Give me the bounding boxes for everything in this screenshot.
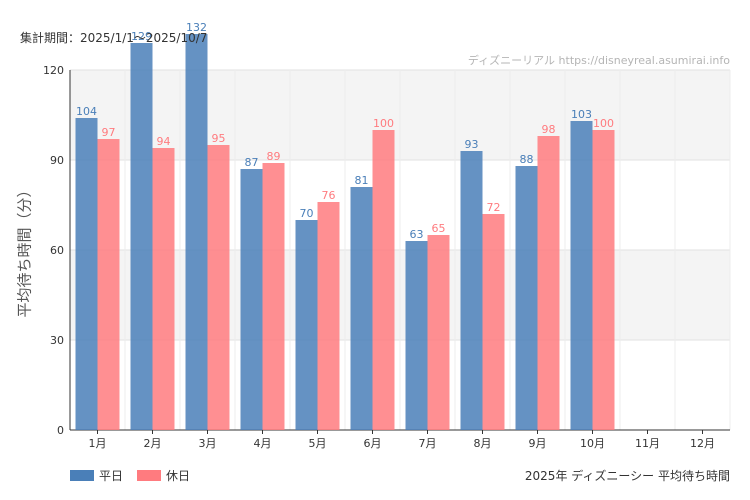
data-label-holiday: 94 [157, 135, 171, 148]
data-label-weekday: 88 [520, 153, 534, 166]
data-label-holiday: 72 [487, 201, 501, 214]
bar-weekday [570, 121, 593, 430]
bar-holiday [372, 130, 395, 430]
legend-item-holiday[interactable]: 休日 [137, 467, 190, 484]
legend-swatch-holiday [137, 470, 162, 481]
data-label-weekday: 93 [465, 138, 479, 151]
bar-holiday [482, 214, 505, 430]
collection-period: 集計期間：2025/1/1～2025/10/7 [20, 31, 208, 45]
bar-holiday [592, 130, 615, 430]
data-label-weekday: 63 [410, 228, 424, 241]
legend-item-weekday[interactable]: 平日 [70, 467, 123, 484]
x-tick-label: 8月 [474, 437, 492, 450]
data-label-weekday: 103 [571, 108, 592, 121]
x-tick-label: 2月 [144, 437, 162, 450]
x-tick-label: 10月 [580, 437, 605, 450]
y-tick-label: 30 [50, 334, 64, 347]
bar-holiday [537, 136, 560, 430]
legend-label-weekday: 平日 [99, 469, 124, 483]
bar-weekday [405, 241, 428, 430]
data-label-holiday: 76 [322, 189, 336, 202]
x-tick-label: 3月 [199, 437, 217, 450]
data-label-weekday: 87 [245, 156, 259, 169]
data-label-weekday: 104 [76, 105, 97, 118]
x-tick-label: 6月 [364, 437, 382, 450]
bar-holiday [207, 145, 230, 430]
bar-weekday [460, 151, 483, 430]
bar-weekday [240, 169, 263, 430]
bar-weekday [185, 34, 208, 430]
bar-weekday [515, 166, 538, 430]
x-tick-label: 4月 [254, 437, 272, 450]
x-tick-label: 1月 [89, 437, 107, 450]
data-label-holiday: 100 [593, 117, 614, 130]
data-label-weekday: 132 [186, 21, 207, 34]
data-label-holiday: 98 [542, 123, 556, 136]
bar-holiday [152, 148, 175, 430]
x-tick-label: 7月 [419, 437, 437, 450]
bar-holiday [317, 202, 340, 430]
chart-footer-caption: 2025年 ディズニーシー 平均待ち時間 [524, 469, 730, 483]
bar-weekday [75, 118, 98, 430]
bar-weekday [130, 43, 153, 430]
y-tick-label: 60 [50, 244, 64, 257]
bar-holiday [427, 235, 450, 430]
data-label-holiday: 97 [102, 126, 116, 139]
legend-swatch-weekday [70, 470, 94, 481]
x-tick-label: 12月 [690, 437, 715, 450]
legend-label-holiday: 休日 [166, 469, 191, 483]
bar-weekday [350, 187, 373, 430]
bar-holiday [97, 139, 120, 430]
bar-weekday [295, 220, 318, 430]
x-tick-label: 11月 [635, 437, 660, 450]
y-tick-label: 120 [43, 64, 64, 77]
data-label-holiday: 89 [267, 150, 281, 163]
data-label-holiday: 95 [212, 132, 226, 145]
watermark-text: ディズニーリアル https://disneyreal.asumirai.inf… [468, 53, 730, 67]
y-tick-label: 0 [57, 424, 64, 437]
data-label-weekday: 81 [355, 174, 369, 187]
data-label-holiday: 65 [432, 222, 446, 235]
data-label-weekday: 70 [300, 207, 314, 220]
y-tick-label: 90 [50, 154, 64, 167]
x-tick-label: 5月 [309, 437, 327, 450]
y-axis-label: 平均待ち時間（分） [15, 182, 34, 318]
legend: 平日 休日 [70, 467, 190, 484]
data-label-holiday: 100 [373, 117, 394, 130]
data-label-weekday: 129 [131, 30, 152, 43]
bar-holiday [262, 163, 285, 430]
x-tick-label: 9月 [529, 437, 547, 450]
